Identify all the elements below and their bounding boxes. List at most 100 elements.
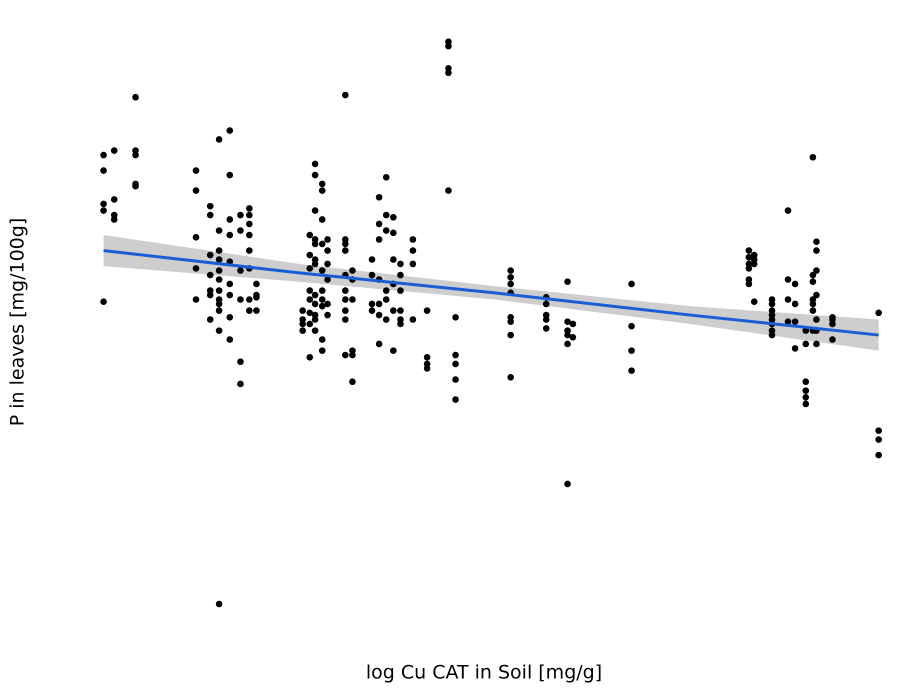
point: [100, 167, 107, 174]
point: [342, 287, 349, 294]
point: [206, 291, 214, 299]
point: [349, 267, 356, 274]
point: [375, 193, 383, 201]
point: [342, 91, 349, 99]
point: [318, 216, 326, 223]
point: [802, 387, 810, 394]
point: [409, 316, 417, 323]
point: [829, 336, 836, 343]
point: [390, 307, 397, 314]
point: [445, 69, 452, 77]
point: [299, 320, 306, 328]
point: [382, 211, 390, 219]
point: [226, 336, 234, 343]
point: [226, 127, 234, 134]
point: [875, 436, 882, 443]
point: [569, 320, 577, 328]
point: [311, 207, 319, 214]
point: [215, 327, 223, 334]
point: [382, 296, 390, 303]
point: [215, 300, 223, 308]
point: [226, 291, 234, 299]
point: [324, 276, 331, 283]
point: [750, 260, 758, 268]
point: [324, 260, 331, 268]
point: [110, 196, 118, 203]
point: [564, 278, 571, 286]
point: [809, 278, 817, 286]
point: [813, 316, 820, 323]
point: [215, 267, 223, 274]
point: [206, 271, 214, 279]
point: [342, 316, 349, 323]
point: [745, 265, 753, 272]
point: [206, 251, 214, 259]
point: [564, 340, 571, 348]
point: [802, 393, 810, 401]
point: [246, 205, 253, 212]
point: [382, 227, 390, 234]
point: [311, 171, 319, 179]
point: [423, 353, 431, 361]
point: [237, 380, 244, 388]
point: [311, 316, 319, 323]
point: [253, 307, 260, 314]
point: [306, 320, 314, 328]
point: [784, 296, 792, 303]
point: [132, 151, 139, 159]
point: [397, 260, 404, 268]
point: [382, 316, 390, 323]
point: [246, 307, 253, 314]
point: [246, 231, 253, 239]
point: [342, 307, 349, 314]
point: [628, 347, 635, 354]
point: [342, 296, 349, 303]
point: [564, 318, 571, 326]
point: [507, 373, 514, 381]
point: [397, 320, 404, 328]
point: [813, 267, 820, 274]
point: [299, 307, 306, 314]
point: [132, 182, 139, 190]
point: [875, 309, 882, 317]
point: [253, 280, 260, 288]
point: [215, 276, 223, 283]
point: [318, 296, 326, 303]
point: [342, 247, 349, 254]
point: [409, 247, 417, 254]
point: [237, 267, 244, 274]
point: [349, 378, 356, 386]
point: [813, 238, 820, 246]
point: [246, 247, 253, 254]
point: [246, 211, 253, 219]
point: [215, 287, 223, 294]
point: [750, 298, 758, 306]
point: [507, 280, 514, 288]
point: [192, 167, 200, 174]
point: [813, 340, 820, 348]
point: [423, 365, 431, 372]
point: [423, 307, 431, 314]
point: [100, 298, 107, 306]
point: [375, 311, 383, 319]
point: [132, 93, 139, 101]
point: [375, 220, 383, 228]
y-axis-title: P in leaves [mg/100g]: [7, 218, 29, 426]
point: [246, 220, 253, 228]
point: [791, 318, 799, 326]
point: [745, 253, 753, 261]
point: [311, 240, 319, 248]
point: [390, 347, 397, 354]
point: [569, 333, 577, 341]
point: [368, 300, 376, 308]
point: [318, 240, 326, 248]
point: [809, 153, 817, 161]
point: [452, 376, 459, 383]
point: [791, 345, 799, 352]
point: [324, 300, 331, 308]
point: [306, 287, 314, 294]
point: [215, 247, 223, 254]
point: [542, 325, 550, 332]
